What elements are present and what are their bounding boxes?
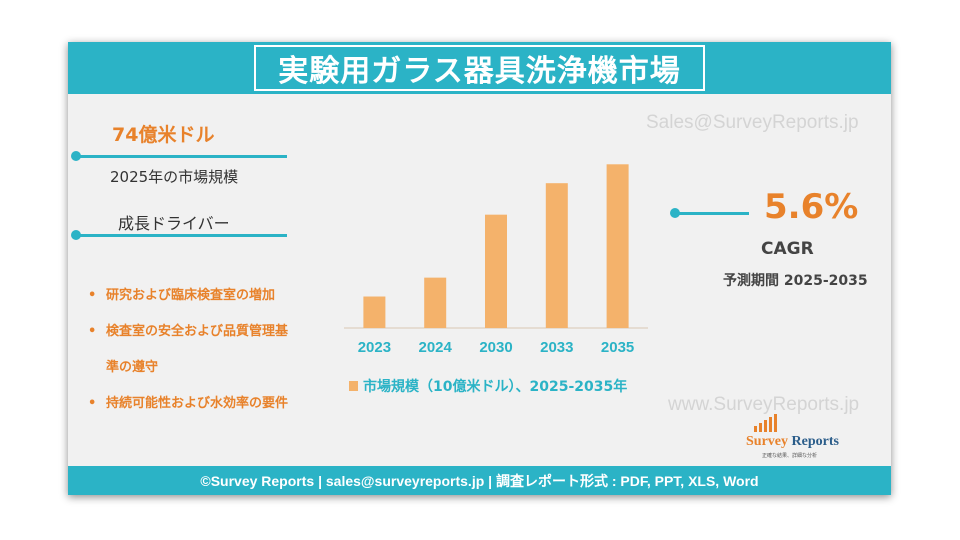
bar-2035	[606, 164, 629, 328]
drivers-rule	[76, 234, 287, 237]
watermark-email: Sales@SurveyReports.jp	[646, 112, 859, 133]
bullet-icon: •	[88, 396, 97, 411]
x-tick-label: 2030	[479, 339, 512, 356]
forecast-period: 予測期間 2025-2035	[723, 273, 868, 289]
drivers-title: 成長ドライバー	[118, 214, 230, 233]
page-title: 実験用ガラス器具洗浄機市場	[254, 45, 705, 91]
watermark-url: www.SurveyReports.jp	[668, 394, 860, 415]
cagr-value: 5.6%	[764, 187, 859, 227]
x-tick-label: 2023	[358, 339, 391, 356]
market-size-value: 74億米ドル	[112, 124, 215, 146]
bar-2024	[424, 277, 447, 328]
x-tick-label: 2024	[419, 339, 453, 356]
logo-tagline: 正確な結果、詳細な分析	[762, 453, 818, 459]
driver-text: 研究および臨床検査室の増加	[106, 288, 276, 303]
survey-reports-logo: Survey Reports 正確な結果、詳細な分析	[746, 414, 866, 464]
list-item: • 検査室の安全および品質管理基	[88, 314, 348, 350]
title-bar: 実験用ガラス器具洗浄機市場	[68, 42, 891, 94]
cagr-label: CAGR	[761, 239, 814, 259]
bullet-icon: •	[88, 288, 97, 303]
logo-bars-icon	[754, 414, 777, 432]
footer: ©Survey Reports | sales@surveyreports.jp…	[68, 466, 891, 495]
infographic-card: 実験用ガラス器具洗浄機市場 Sales@SurveyReports.jp www…	[68, 42, 891, 495]
market-size-label: 2025年の市場規模	[110, 168, 239, 186]
bullet-icon: •	[88, 324, 97, 339]
market-rule	[76, 155, 287, 158]
market-bar-chart: 2023 2024 2030 2033 2035	[344, 164, 648, 356]
chart-legend: 市場規模（10億米ドル）、2025-2035年	[349, 376, 627, 396]
x-tick-label: 2033	[540, 339, 573, 356]
logo-name: Survey Reports	[746, 434, 839, 450]
logo-name-part2: Reports	[791, 434, 839, 449]
driver-text: 準の遵守	[106, 360, 159, 375]
driver-text: 持続可能性および水効率の要件	[106, 396, 289, 411]
list-item: 準の遵守	[88, 350, 348, 386]
list-item: • 持続可能性および水効率の要件	[88, 386, 348, 422]
logo-name-part1: Survey	[746, 434, 788, 449]
x-tick-label: 2035	[601, 339, 634, 356]
list-item: • 研究および臨床検査室の増加	[88, 278, 348, 314]
driver-text: 検査室の安全および品質管理基	[106, 324, 289, 339]
legend-swatch	[349, 381, 358, 391]
legend-label: 市場規模（10億米ドル）、2025-2035年	[363, 379, 628, 395]
bar-2030	[485, 214, 507, 328]
drivers-list: • 研究および臨床検査室の増加 • 検査室の安全および品質管理基 準の遵守 • 持続可…	[88, 278, 348, 422]
cagr-rule	[674, 212, 749, 215]
bar-2023	[363, 296, 386, 328]
bar-2033	[545, 183, 568, 328]
